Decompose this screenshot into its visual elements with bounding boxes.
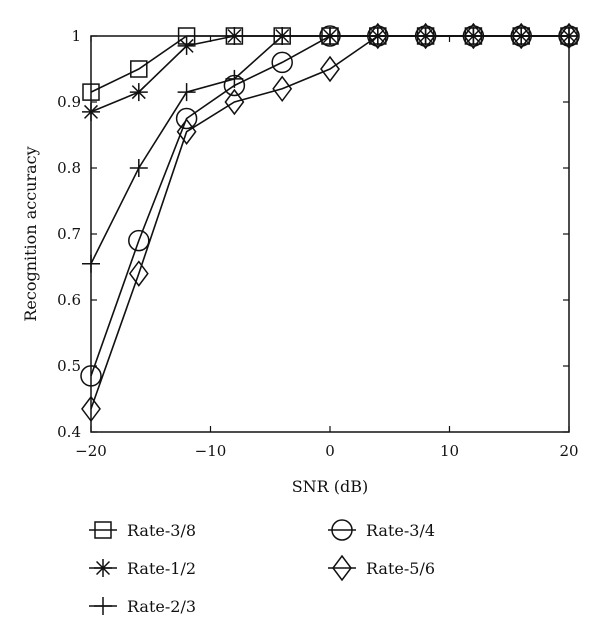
x-tick-label: 0 <box>325 442 335 460</box>
legend-item: Rate-3/4 <box>328 519 435 541</box>
plot-frame <box>90 35 570 433</box>
legend-label: Rate-1/2 <box>127 559 196 578</box>
x-axis-label: SNR (dB) <box>292 477 369 496</box>
data-point-circle <box>319 25 341 47</box>
legend-item: Rate-5/6 <box>328 554 435 582</box>
data-point-circle <box>128 229 150 252</box>
data-point-asterisk <box>82 102 100 121</box>
data-point-asterisk <box>177 36 196 55</box>
series-line-diamond <box>90 35 569 410</box>
legend-marker-asterisk <box>94 559 112 577</box>
y-tick-label: 0.5 <box>57 357 81 375</box>
data-point-plus <box>273 27 292 45</box>
data-point-diamond <box>128 260 149 287</box>
x-tick-label: −20 <box>75 442 107 460</box>
axis-ticks: −20 −10 0 10 20 0.4 0.5 0.6 0.7 0.8 0.9 1 <box>57 27 578 460</box>
data-point-diamond <box>224 88 245 116</box>
data-point-circle <box>175 107 198 130</box>
data-point-diamond <box>367 22 388 50</box>
data-point-diamond <box>272 75 293 103</box>
legend-item: Rate-1/2 <box>89 559 196 578</box>
data-point-diamond <box>81 395 101 423</box>
data-point-plus <box>129 159 148 177</box>
data-point-plus <box>82 254 100 273</box>
legend-item: Rate-3/8 <box>89 521 196 540</box>
y-tick-label: 0.7 <box>57 225 81 243</box>
legend-label: Rate-3/8 <box>127 521 196 540</box>
data-point-circle <box>223 74 246 97</box>
x-tick-label: −10 <box>195 442 227 460</box>
x-tick-label: 20 <box>559 442 578 460</box>
legend-label: Rate-5/6 <box>366 559 435 578</box>
y-tick-label: 1 <box>71 27 81 45</box>
data-point-diamond <box>320 55 340 83</box>
y-tick-label: 0.4 <box>57 423 81 441</box>
data-point-diamond <box>176 118 197 145</box>
y-tick-label: 0.9 <box>57 93 81 111</box>
data-point-diamond <box>559 22 579 50</box>
data-point-plus <box>177 83 196 102</box>
y-axis-label: Recognition accuracy <box>21 146 40 321</box>
data-point-circle <box>271 51 293 74</box>
x-tick-label: 10 <box>440 442 459 460</box>
legend-marker-plus <box>94 597 112 615</box>
data-point-diamond <box>463 22 484 50</box>
y-tick-label: 0.8 <box>57 159 81 177</box>
legend-marker-circle <box>331 519 353 541</box>
data-point-diamond <box>511 22 532 50</box>
legend-item: Rate-2/3 <box>89 597 196 616</box>
data-point-asterisk <box>129 83 148 102</box>
data-point-asterisk <box>225 27 244 45</box>
legend-marker-diamond <box>332 554 352 582</box>
legend: Rate-3/8 Rate-1/2 Rate-2/3 Rate-3/4 Rate-5/6 <box>89 519 435 616</box>
series-group <box>80 22 580 423</box>
legend-marker-square <box>94 521 112 539</box>
data-point-diamond <box>415 22 436 50</box>
data-point-circle <box>80 365 102 387</box>
data-point-square <box>82 83 100 101</box>
data-point-square <box>130 60 148 78</box>
legend-label: Rate-3/4 <box>366 521 435 540</box>
legend-label: Rate-2/3 <box>127 597 196 616</box>
y-tick-label: 0.6 <box>57 291 81 309</box>
